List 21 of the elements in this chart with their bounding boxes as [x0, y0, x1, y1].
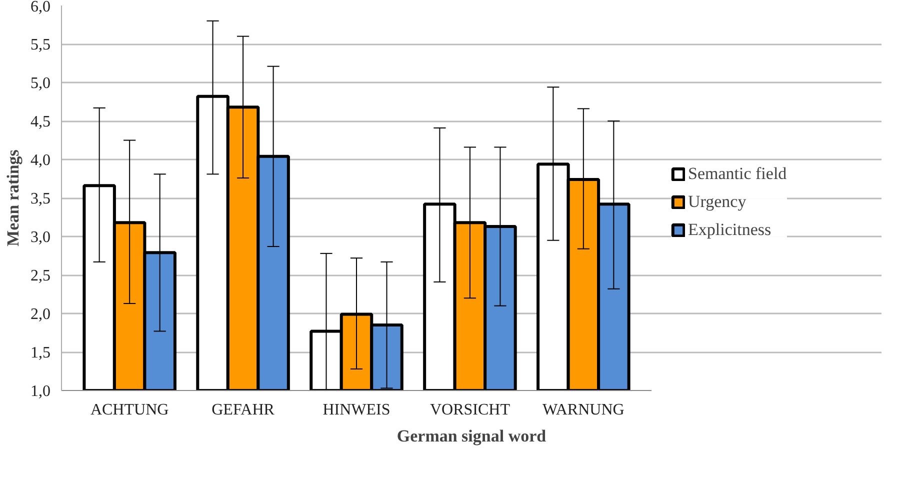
x-tick-label: WARNUNG: [542, 402, 625, 418]
legend-label: Urgency: [688, 192, 746, 212]
y-axis-title: Mean ratings: [4, 149, 22, 246]
y-tick-label: 2,0: [30, 306, 50, 323]
y-tick-label: 2,5: [30, 268, 50, 284]
legend-label: Explicitness: [688, 220, 772, 240]
y-tick-label: 6,0: [30, 0, 50, 16]
y-tick-label: 3,0: [30, 229, 50, 246]
x-tick-label: GEFAHR: [212, 402, 275, 418]
legend-label: Semantic field: [688, 164, 787, 184]
x-tick-label: ACHTUNG: [90, 402, 170, 418]
y-tick-label: 1,0: [30, 383, 50, 400]
y-tick-label: 4,0: [30, 152, 50, 169]
y-tick-label: 5,5: [30, 36, 50, 54]
x-tick-label: HINWEIS: [322, 402, 390, 418]
y-tick-label: 3,5: [30, 190, 50, 208]
x-tick-label: VORSICHT: [430, 402, 510, 418]
y-tick-label: 5,0: [30, 75, 50, 92]
y-tick-label: 4,5: [30, 114, 50, 130]
x-axis-title: German signal word: [396, 426, 547, 446]
y-tick-label: 1,5: [30, 344, 50, 362]
